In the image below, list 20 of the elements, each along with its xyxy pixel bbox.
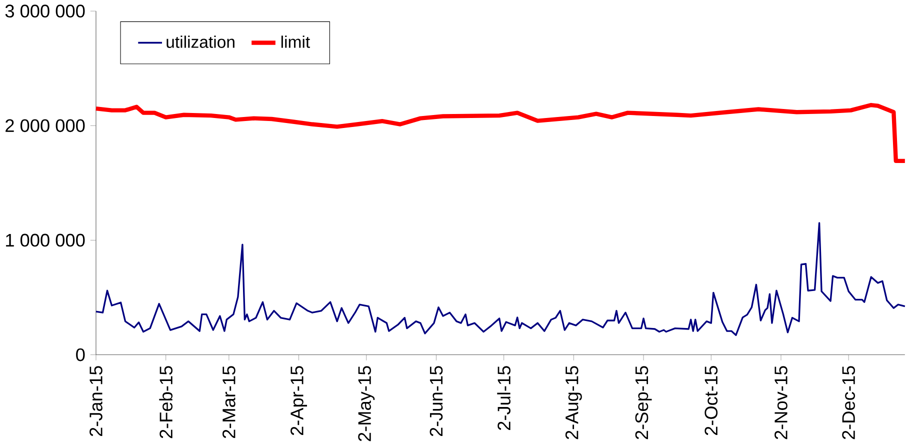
x-tick-label: 2-Apr-15 (290, 366, 308, 436)
x-tick-label: 2-Feb-15 (159, 366, 173, 438)
x-tick-label: 2-Mar-15 (222, 366, 236, 438)
legend-label: limit (281, 36, 310, 48)
line-series (95, 222, 906, 336)
x-tick-label: 2-Nov-15 (774, 366, 788, 440)
x-tick-label: 2-Dec-15 (842, 366, 856, 440)
x-tick-label: 2-Aug-15 (565, 366, 582, 440)
x-tick-label: 2-Jul-15 (497, 366, 510, 430)
x-tick-label: 2-Oct-15 (704, 366, 718, 436)
x-tick-label: 2-May-15 (358, 366, 375, 442)
y-tick-label: 0 (76, 348, 85, 362)
y-tick-label: 1 000 000 (6, 234, 85, 247)
y-tick-label: 3 000 000 (5, 4, 85, 18)
x-tick-label: 2-Jan-15 (90, 366, 102, 436)
legend-label: utilization (166, 36, 234, 48)
line-series (94, 103, 907, 164)
y-tick-label: 2 000 000 (6, 119, 85, 132)
x-tick-label: 2-Sep-15 (635, 366, 652, 440)
x-tick-label: 2-Jun-15 (430, 366, 443, 436)
